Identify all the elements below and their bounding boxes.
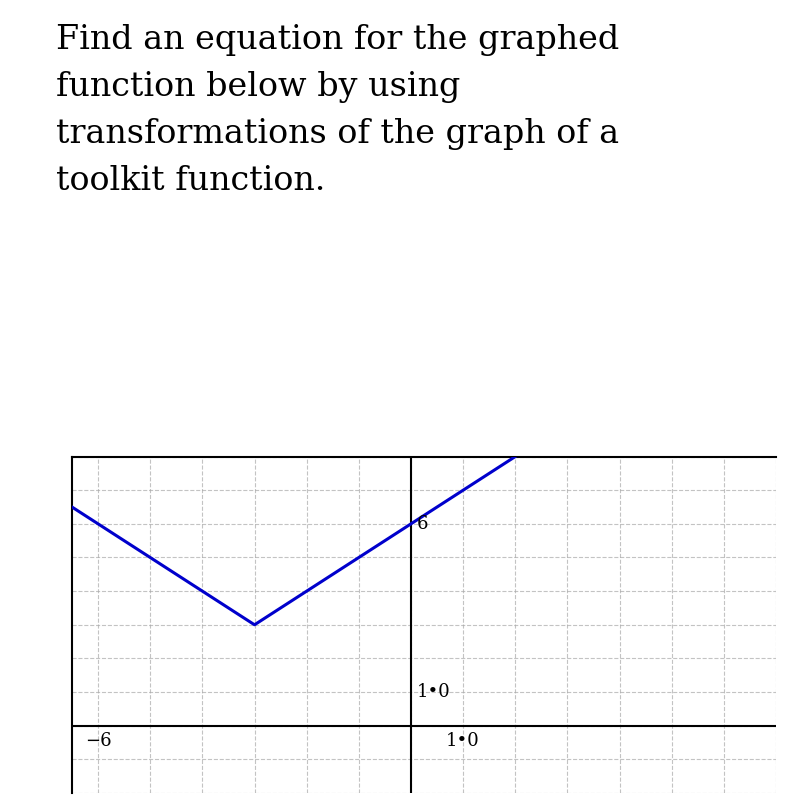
Text: 1•0: 1•0 [446, 732, 480, 751]
Text: Find an equation for the graphed
function below by using
transformations of the : Find an equation for the graphed functio… [56, 24, 619, 197]
Text: 6: 6 [418, 515, 429, 533]
Text: 1•0: 1•0 [418, 683, 451, 701]
Text: −6: −6 [85, 732, 111, 751]
